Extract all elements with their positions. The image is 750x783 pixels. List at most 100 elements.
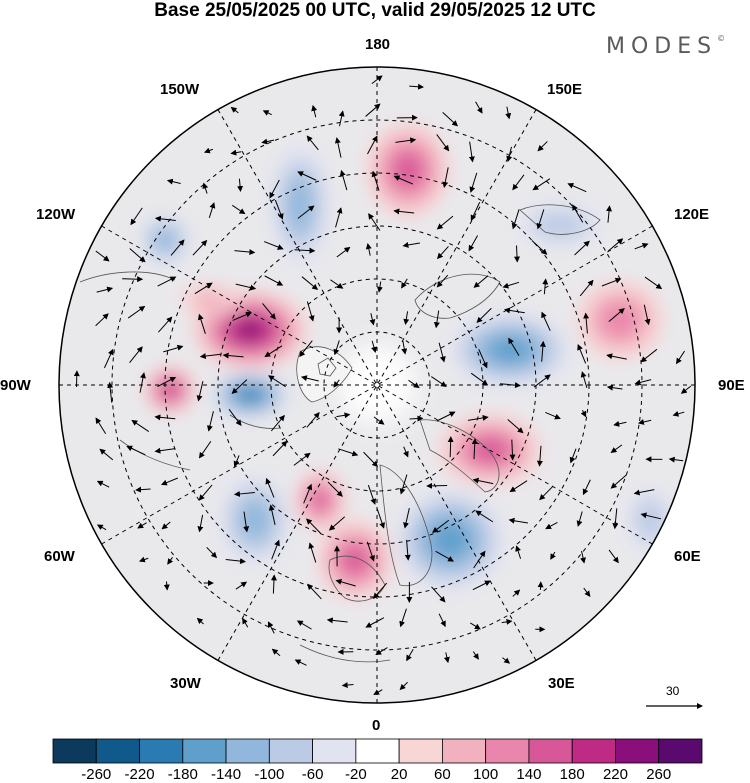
wind-vector-arrow	[296, 620, 312, 630]
positive-anomaly-contour	[600, 302, 640, 338]
wind-vector-arrow	[601, 277, 622, 287]
wind-vector-arrow	[572, 204, 584, 223]
wind-vector-arrow	[336, 412, 351, 419]
colorbar-tick-label: -180	[167, 766, 198, 783]
wind-vector-arrow	[363, 451, 379, 468]
wind-vector-arrow	[294, 659, 307, 666]
wind-vector-arrow	[270, 414, 285, 432]
wind-vector-arrow	[640, 512, 662, 520]
wind-vector-arrow	[447, 436, 454, 458]
colorbar-tick-label: 260	[646, 766, 672, 783]
wind-vector-arrow	[269, 179, 280, 199]
wind-vector-arrow	[297, 171, 317, 181]
wind-vector-arrow	[531, 240, 548, 255]
wind-vector-arrow	[640, 348, 658, 363]
wind-vector-arrow	[569, 448, 577, 464]
wind-vector-arrow	[129, 248, 146, 263]
colorbar-swatch	[355, 738, 400, 764]
wind-vector-arrow	[95, 313, 109, 327]
colorbar-tick-label: -260	[81, 766, 112, 783]
wind-vector-arrow	[303, 483, 313, 504]
wind-vector-arrow	[268, 375, 286, 388]
wind-vector-arrow	[294, 247, 316, 254]
wind-vector-arrow	[199, 353, 221, 360]
wind-vector-arrow	[532, 178, 551, 191]
wind-vector-arrow	[306, 135, 319, 151]
wind-vector-arrow	[393, 208, 415, 215]
polar-cap	[339, 347, 415, 423]
colorbar-swatch	[95, 738, 140, 764]
wind-vector-arrow	[235, 283, 257, 291]
wind-vector-arrow	[197, 313, 206, 334]
wind-vector-arrow	[409, 415, 424, 422]
wind-vector-arrow	[643, 304, 651, 326]
wind-vector-arrow	[436, 246, 449, 260]
wind-vector-arrow	[267, 621, 275, 634]
wind-vector-arrow	[261, 138, 275, 145]
wind-vector-arrow	[371, 340, 377, 353]
wind-vector-arrow	[668, 456, 684, 463]
lon-label-150e: 150E	[547, 81, 583, 98]
wind-vector-arrow	[606, 353, 627, 360]
wind-vector-arrow	[268, 504, 276, 526]
wind-vector-arrow	[403, 508, 410, 529]
wind-vector-arrow	[403, 446, 409, 458]
wind-vector-arrow	[137, 522, 147, 529]
colorbar-tick-label: 140	[516, 766, 542, 783]
wind-vector-arrow	[401, 278, 408, 289]
wind-vector-arrow	[139, 372, 146, 393]
wind-vector-arrow	[676, 350, 685, 365]
wind-vector-arrow	[367, 484, 377, 505]
wind-vector-arrow	[326, 617, 348, 624]
wind-vector-arrow	[365, 103, 381, 117]
lon-label-60w: 60W	[44, 548, 75, 565]
wind-vector-arrow	[135, 486, 151, 493]
wind-vector-arrow	[131, 419, 150, 432]
wind-vector-arrow	[436, 215, 454, 230]
wind-vector-arrow	[373, 416, 385, 425]
wind-vector-arrow	[265, 477, 275, 498]
wind-vector-arrow	[506, 146, 513, 163]
negative-anomaly-contour	[635, 499, 665, 541]
wind-vector-arrow	[330, 279, 344, 289]
wind-vector-arrow	[96, 524, 107, 531]
wind-vector-arrow	[541, 311, 551, 331]
wind-vector-arrow	[196, 380, 204, 402]
wind-vector-arrow	[196, 617, 204, 625]
wind-vector-arrow	[469, 172, 478, 193]
wind-vector-arrow	[583, 587, 591, 597]
wind-vector-arrow	[511, 209, 520, 230]
wind-vector-arrow	[376, 281, 383, 293]
meridian-line	[217, 109, 537, 661]
wind-vector-arrow	[271, 648, 281, 657]
wind-vector-arrow	[545, 411, 561, 420]
wind-vector-arrow	[542, 278, 549, 295]
wind-vector-arrow	[406, 648, 414, 662]
wind-vector-arrow	[608, 549, 619, 564]
negative-anomaly-contour	[153, 228, 177, 252]
wind-vector-arrow	[271, 539, 280, 560]
wind-vector-arrow	[613, 420, 627, 427]
wind-vector-arrow	[306, 518, 322, 534]
wind-vector-arrow	[470, 622, 481, 630]
colorbar-tick-label: 180	[559, 766, 585, 783]
wind-vector-arrow	[274, 199, 284, 220]
wind-vector-arrow	[365, 243, 372, 256]
wind-vector-arrow	[160, 477, 179, 486]
wind-vector-arrow	[634, 242, 649, 250]
negative-anomaly-contour	[430, 521, 470, 559]
wind-vector-arrow	[157, 376, 177, 387]
positive-anomaly-contour	[162, 383, 178, 397]
brand-logo: MODES©	[606, 34, 725, 59]
wind-vectors	[73, 75, 692, 695]
wind-vector-arrow	[393, 175, 414, 185]
wind-vector-arrow	[470, 372, 489, 386]
lon-label-0: 0	[372, 717, 381, 734]
colorbar-tick-label: -140	[211, 766, 242, 783]
wind-vector-arrow	[194, 282, 213, 295]
wind-vector-arrow	[206, 411, 214, 432]
wind-vector-arrow	[533, 374, 551, 388]
wind-vector-arrow	[170, 239, 185, 256]
colorbar-swatch	[615, 738, 660, 764]
wind-vector-arrow	[333, 340, 340, 356]
